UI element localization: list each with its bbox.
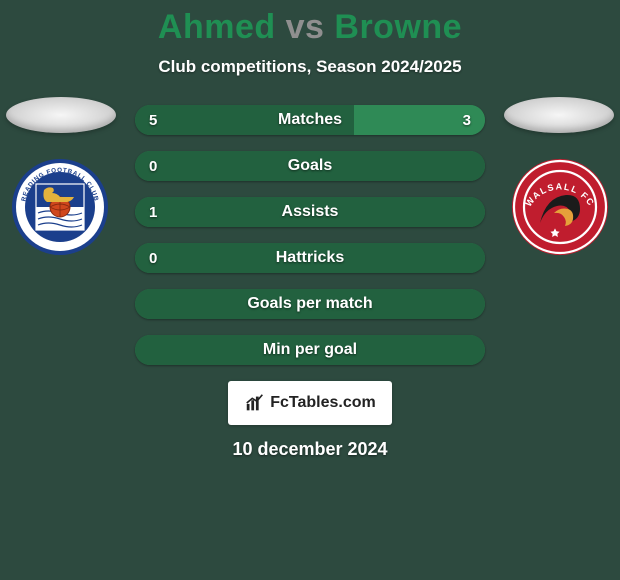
- stat-label: Matches: [135, 105, 485, 135]
- title-vs: vs: [286, 8, 325, 46]
- stat-value-left: 0: [149, 151, 157, 181]
- stat-label: Min per goal: [135, 335, 485, 365]
- player2-photo-placeholder: [504, 97, 614, 133]
- subtitle: Club competitions, Season 2024/2025: [0, 57, 620, 77]
- stat-row: Matches5 3: [135, 105, 485, 135]
- stat-bars: Matches53Goals0Assists1Hattricks0Goals p…: [135, 105, 485, 365]
- stat-row: Goals per match: [135, 289, 485, 319]
- stats-area: READING FOOTBALL CLUB EST. 1871: [0, 105, 620, 365]
- comparison-infographic: Ahmed vs Browne Club competitions, Seaso…: [0, 0, 620, 580]
- reading-badge-icon: READING FOOTBALL CLUB EST. 1871: [10, 157, 110, 257]
- club-badge-left: READING FOOTBALL CLUB EST. 1871: [10, 157, 110, 257]
- title-player1: Ahmed: [158, 8, 276, 46]
- stat-value-left: 5: [149, 105, 157, 135]
- stat-label: Hattricks: [135, 243, 485, 273]
- title-player2: Browne: [334, 8, 462, 46]
- stat-label: Goals per match: [135, 289, 485, 319]
- date: 10 december 2024: [0, 439, 620, 460]
- chart-icon: [244, 392, 266, 414]
- stat-label: Assists: [135, 197, 485, 227]
- watermark-text: FcTables.com: [270, 394, 376, 412]
- player1-photo-placeholder: [6, 97, 116, 133]
- stat-row: Goals0: [135, 151, 485, 181]
- stat-row: Hattricks0: [135, 243, 485, 273]
- stat-row: Assists1: [135, 197, 485, 227]
- stat-row: Min per goal: [135, 335, 485, 365]
- stat-value-left: 0: [149, 243, 157, 273]
- stat-value-right: 3: [463, 105, 471, 135]
- stat-label: Goals: [135, 151, 485, 181]
- stat-value-left: 1: [149, 197, 157, 227]
- watermark: FcTables.com: [228, 381, 392, 425]
- club-badge-right: WALSALL FC: [510, 157, 610, 257]
- walsall-badge-icon: WALSALL FC: [510, 157, 610, 257]
- title: Ahmed vs Browne: [0, 8, 620, 47]
